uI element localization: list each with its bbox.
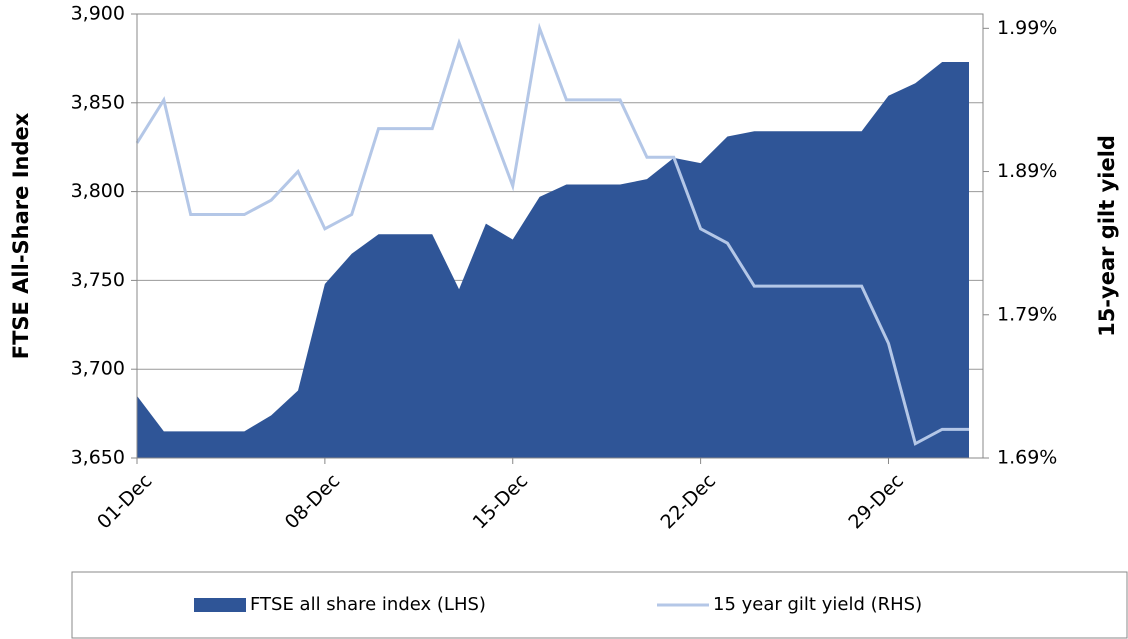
y-axis-title: FTSE All-Share Index [9,112,33,359]
legend-label: FTSE all share index (LHS) [250,594,486,615]
y-tick-label: 3,650 [71,447,125,469]
area [137,61,969,459]
y2-tick-label: 1.69% [997,447,1057,469]
y2-tick-label: 1.99% [997,17,1057,39]
y-tick-label: 3,900 [71,3,125,25]
x-tick-label: 22-Dec [657,470,721,534]
line [135,22,969,446]
y-tick-label: 3,700 [71,358,125,380]
x-tick-label: 15-Dec [469,470,533,534]
legend-label: 15 year gilt yield (RHS) [713,594,922,615]
y-tick-label: 3,850 [71,91,125,113]
y2-tick-label: 1.89% [997,160,1057,182]
y2-tick-label: 1.79% [997,303,1057,325]
y2-axis-title: 15-year gilt yield [1095,135,1119,337]
y-tick-label: 3,750 [71,269,125,291]
x-tick-label: 08-Dec [281,470,345,534]
x-tick-label: 01-Dec [93,470,157,534]
legend-swatch [194,598,246,612]
plot-border [136,13,984,459]
legend-box [71,571,1128,639]
x-tick-label: 29-Dec [844,470,908,534]
y-tick-label: 3,800 [71,180,125,202]
